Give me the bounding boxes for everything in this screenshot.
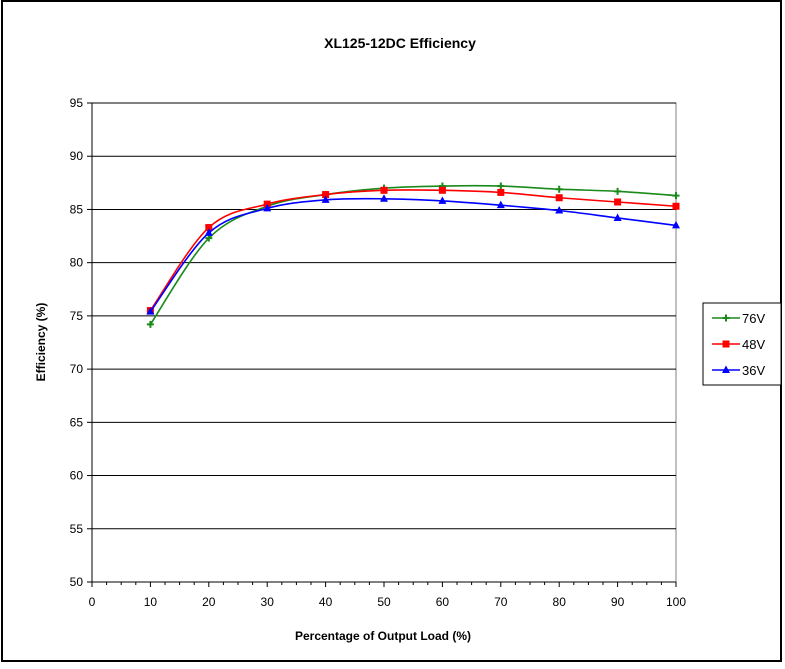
legend-label: 36V bbox=[742, 363, 765, 378]
data-series bbox=[146, 182, 680, 328]
data-point bbox=[497, 188, 505, 196]
y-tick-label: 70 bbox=[70, 362, 84, 376]
y-tick-label: 60 bbox=[70, 469, 84, 483]
y-tick-label: 90 bbox=[70, 149, 84, 163]
y-tick-label: 95 bbox=[70, 96, 84, 110]
data-point bbox=[555, 206, 564, 214]
x-tick-label: 30 bbox=[261, 595, 275, 609]
x-tick-label: 10 bbox=[144, 595, 158, 609]
y-axis-label: Efficiency (%) bbox=[34, 303, 48, 382]
x-tick-label: 50 bbox=[377, 595, 391, 609]
data-point bbox=[496, 200, 505, 209]
data-point bbox=[614, 187, 622, 195]
data-point bbox=[204, 228, 213, 236]
x-axis-label: Percentage of Output Load (%) bbox=[295, 629, 471, 643]
data-point bbox=[263, 203, 272, 212]
series-line bbox=[149, 184, 677, 325]
data-point bbox=[380, 194, 388, 202]
data-point bbox=[672, 220, 680, 229]
data-point bbox=[672, 202, 680, 210]
chart-title: XL125-12DC Efficiency bbox=[324, 35, 476, 51]
data-point bbox=[497, 182, 505, 190]
x-tick-label: 40 bbox=[319, 595, 333, 609]
data-point bbox=[205, 224, 213, 232]
legend: 76V 48V 36V bbox=[702, 302, 782, 386]
y-tick-label: 85 bbox=[70, 202, 84, 216]
x-tick-label: 70 bbox=[494, 595, 508, 609]
y-tick-label: 55 bbox=[70, 522, 84, 536]
data-point bbox=[322, 191, 330, 199]
y-tick-label: 80 bbox=[70, 256, 84, 270]
axes: 50 55 60 65 70 75 80 85 90 95 0 10 20 30 40 50 60 70 80 90 1… bbox=[70, 96, 687, 609]
x-tick-label: 0 bbox=[89, 595, 96, 609]
data-point bbox=[555, 185, 563, 193]
data-point bbox=[613, 213, 622, 221]
data-point bbox=[555, 194, 563, 202]
data-point bbox=[438, 196, 447, 204]
series-line bbox=[149, 189, 677, 312]
x-tick-label: 90 bbox=[611, 595, 625, 609]
data-point bbox=[614, 198, 622, 206]
data-point bbox=[146, 307, 155, 315]
legend-label: 76V bbox=[742, 311, 765, 326]
data-point bbox=[380, 186, 388, 194]
x-tick-label: 100 bbox=[666, 595, 686, 609]
data-point bbox=[146, 320, 154, 328]
y-tick-label: 75 bbox=[70, 309, 84, 323]
x-tick-label: 80 bbox=[553, 595, 567, 609]
series-line bbox=[149, 197, 677, 313]
y-tick-label: 65 bbox=[70, 415, 84, 429]
x-tick-label: 20 bbox=[202, 595, 216, 609]
data-point bbox=[438, 186, 446, 194]
gridlines bbox=[92, 102, 676, 530]
series-48V bbox=[146, 186, 680, 315]
legend-label: 48V bbox=[742, 337, 765, 352]
legend-swatch-marker bbox=[722, 314, 730, 322]
y-tick-label: 50 bbox=[70, 575, 84, 589]
x-tick-label: 60 bbox=[436, 595, 450, 609]
data-point bbox=[321, 195, 330, 203]
series-36V bbox=[146, 194, 680, 315]
legend-swatch-marker bbox=[722, 340, 730, 348]
data-point bbox=[672, 192, 680, 200]
plot-area bbox=[91, 102, 677, 583]
legend-swatch-marker bbox=[722, 365, 730, 373]
